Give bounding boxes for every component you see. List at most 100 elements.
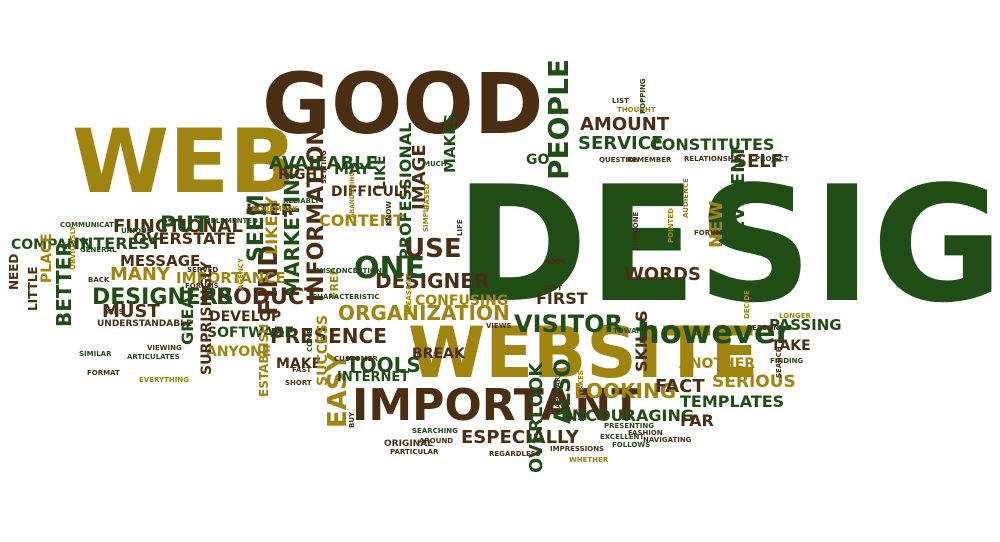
- word-message: MESSAGE: [120, 252, 201, 270]
- word-person: PERSON: [747, 324, 780, 332]
- word-implemented: IMPLEMENTED: [201, 217, 258, 225]
- word-passing: PASSING: [769, 316, 842, 334]
- word-words: WORDS: [624, 264, 701, 285]
- word-buy: BUY: [348, 411, 356, 428]
- word-little: LITTLE: [26, 266, 40, 311]
- word-someone: SOMEONE: [632, 211, 640, 251]
- word-characteristic: CHARACTERISTIC: [312, 293, 380, 301]
- word-develop: DEVELOP: [209, 309, 282, 325]
- word-design: DESIGN: [455, 151, 1000, 338]
- word-remember: REMEMBER: [627, 156, 672, 164]
- word-articulates: ARTICULATES: [127, 353, 180, 361]
- word-establish: ESTABLISH: [257, 323, 271, 397]
- word-everything: EVERYTHING: [139, 376, 189, 384]
- word-however: however: [637, 313, 792, 351]
- word-pointed: POINTED: [667, 208, 675, 243]
- word-sees: SEES: [104, 308, 124, 316]
- word-takes: TAKES: [577, 370, 585, 395]
- word-service: SERVICE: [578, 133, 664, 154]
- word-make: MAKE: [276, 356, 322, 372]
- word-website: WEBSITE: [408, 312, 759, 394]
- word-right: RIGHT: [278, 167, 327, 183]
- word-searching: SEARCHING: [412, 427, 458, 435]
- word-served: SERVED: [187, 266, 219, 274]
- word-forums: FORUMS: [185, 282, 219, 290]
- word-far: FAR: [680, 411, 714, 430]
- word-abandoning: ABANDONING: [349, 171, 356, 218]
- word-come: COME: [306, 329, 314, 352]
- word-life: LIFE: [456, 219, 464, 236]
- word-misconceptions: MISCONCEPTIONS: [316, 267, 387, 275]
- word-surprisingly: SURPRISINGLY: [199, 261, 215, 375]
- word-fact: FACT: [655, 376, 705, 397]
- word-difficult: DIFFICULT: [331, 184, 410, 200]
- word-another: ANOTHER: [679, 356, 756, 372]
- word-software: SOFTWARE: [207, 325, 295, 341]
- word-short: SHORT: [285, 379, 312, 387]
- word-unique: UNIQUE: [121, 227, 152, 235]
- word-bookmark: BOOKMARK: [252, 205, 298, 213]
- word-reliably: RELIABLY: [283, 197, 320, 205]
- word-go: GO: [526, 152, 550, 168]
- word-know: KNOW: [385, 201, 393, 226]
- word-skills: SKILLS: [632, 310, 651, 372]
- word-one: ONE: [354, 251, 426, 286]
- word-understandable: UNDERSTANDABLE: [97, 319, 192, 329]
- word-presence: PRESENCE: [270, 324, 387, 348]
- word-decide: DECIDE: [743, 290, 751, 319]
- word-encouraging: ENCOURAGING: [561, 406, 694, 425]
- word-based: BASED: [423, 183, 431, 210]
- word-success: SUCCESS: [315, 314, 331, 386]
- word-general: GENERAL: [80, 246, 117, 254]
- word-just: JUST: [544, 284, 563, 292]
- word-pleasant: PLEASANT: [405, 274, 413, 315]
- word-agency: AGENCY: [237, 257, 245, 290]
- word-finding: FINDING: [770, 357, 804, 365]
- word-especially: ESPECIALLY: [461, 427, 579, 448]
- word-much: MUCH: [423, 160, 447, 168]
- word-good: GOOD: [262, 55, 544, 153]
- word-regardless: REGARDLESS: [489, 450, 541, 458]
- word-product: PRODUCT: [200, 285, 320, 310]
- word-must: MUST: [102, 301, 160, 322]
- word-around: AROUND: [419, 437, 454, 445]
- word-format: FORMAT: [87, 369, 120, 377]
- word-impressions: IMPRESSIONS: [550, 445, 605, 453]
- word-may: MAY: [334, 160, 370, 178]
- word-viewing: VIEWING: [147, 344, 182, 352]
- word-place: PLACE: [39, 233, 55, 283]
- word-new: NEW: [706, 200, 727, 248]
- word-follows: FOLLOWS: [612, 441, 651, 449]
- word-use: USE: [404, 234, 462, 264]
- word-functional: FUNCTIONAL: [113, 216, 243, 237]
- word-looking: LOOKING: [574, 379, 677, 403]
- word-importance: IMPORTANCE: [176, 269, 286, 287]
- word-forum: FORUM: [694, 229, 723, 237]
- word-company: COMPANY: [11, 237, 89, 253]
- word-fast: FAST: [292, 366, 312, 374]
- word-list: LIST: [612, 97, 629, 105]
- word-longer: LONGER: [779, 312, 811, 320]
- word-question: QUESTION: [599, 156, 640, 164]
- word-need: NEED: [7, 253, 21, 290]
- word-internet: INTERNET: [337, 370, 410, 385]
- word-fashion: FASHION: [628, 429, 663, 437]
- word-audience: AUDIENCE: [682, 178, 690, 218]
- word-relationship: RELATIONSHIP: [684, 155, 742, 163]
- word-confusing: CONFUSING: [415, 293, 509, 309]
- word-self: SELF: [734, 151, 784, 172]
- word-particular: PARTICULAR: [390, 448, 439, 456]
- word-appear: APPEAR: [554, 376, 562, 408]
- word-back: BACK: [88, 276, 110, 284]
- word-visitor: VISITOR: [514, 310, 623, 338]
- word-take: TAKE: [771, 338, 811, 354]
- word-presenting: PRESENTING: [604, 422, 654, 430]
- word-put: PUT: [160, 213, 209, 238]
- word-original: ORIGINAL: [384, 439, 433, 449]
- word-project: PROJECT: [755, 155, 789, 163]
- word-many: MANY: [110, 264, 170, 285]
- word-great: GREAT: [178, 286, 197, 345]
- word-first: FIRST: [536, 289, 588, 308]
- word-important: IMPORTANT: [352, 380, 642, 431]
